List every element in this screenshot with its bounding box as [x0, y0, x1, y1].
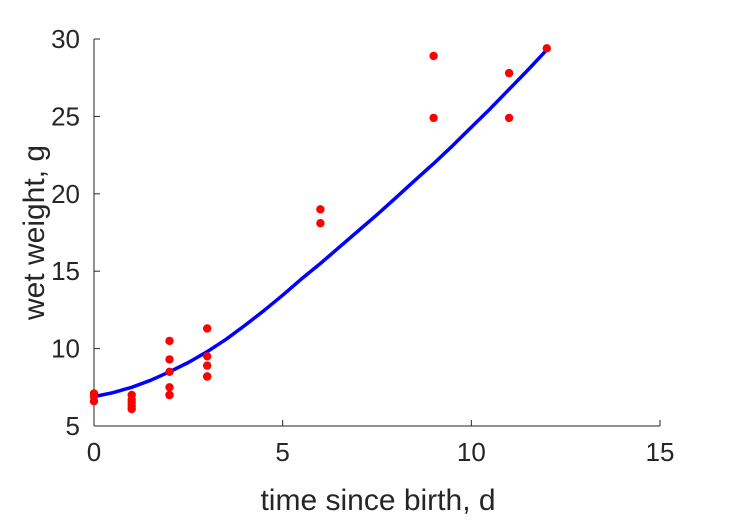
y-tick-label: 30 — [51, 24, 80, 54]
data-point — [165, 390, 174, 400]
data-point — [504, 68, 514, 78]
data-point — [504, 113, 514, 123]
y-tick-label: 20 — [51, 179, 80, 209]
data-point — [127, 404, 136, 414]
x-tick-label: 10 — [457, 437, 486, 467]
x-tick-label: 5 — [275, 437, 289, 467]
data-point — [165, 355, 174, 364]
data-point — [165, 367, 174, 376]
axes — [93, 39, 660, 427]
data-point — [316, 205, 325, 214]
x-tick-label: 0 — [87, 437, 101, 467]
y-tick-label: 5 — [66, 411, 80, 441]
data-point — [429, 51, 438, 61]
y-tick-label: 10 — [51, 334, 80, 364]
data-point — [429, 113, 438, 123]
x-axis-label: time since birth, d — [260, 484, 495, 517]
x-tick-label: 15 — [646, 437, 675, 467]
data-point — [165, 336, 174, 346]
data-point — [203, 372, 212, 381]
plot-series — [89, 44, 551, 414]
data-point — [316, 219, 325, 228]
data-point — [203, 324, 212, 333]
data-point — [165, 383, 174, 392]
y-tick-label: 15 — [51, 256, 80, 286]
data-point — [203, 361, 212, 370]
data-point — [203, 352, 212, 361]
data-point — [89, 397, 99, 406]
data-point — [542, 44, 551, 53]
y-tick-label: 25 — [51, 101, 80, 131]
y-axis-label: wet weight, g — [18, 145, 51, 321]
